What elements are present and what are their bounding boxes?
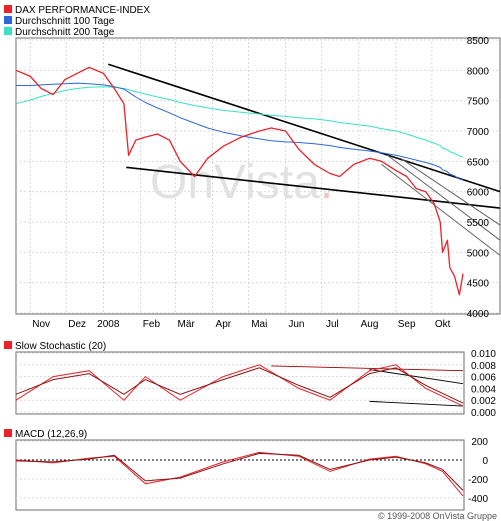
stochastic-trendline (369, 400, 464, 407)
stochastic-y-tick-label: 0.002 (471, 396, 496, 407)
main-x-tick-label: Mär (178, 319, 196, 330)
macd-grid (16, 440, 464, 499)
legend-label-dax: DAX PERFORMANCE-INDEX (15, 5, 150, 16)
copyright-footer: © 1999-2008 OnVista Gruppe (378, 511, 497, 521)
stochastic-y-tick-label: 0.008 (471, 361, 496, 372)
main-y-tick-label: 8000 (467, 66, 490, 77)
trendline (108, 63, 501, 193)
main-x-tick-label: Nov (32, 319, 50, 330)
main-x-tick-label: Aug (361, 319, 379, 330)
main-y-tick-label: 8500 (467, 36, 490, 47)
stochastic-trendline (369, 369, 464, 385)
main-x-tick-label: Sep (398, 319, 416, 330)
macd-y-tick-label: -400 (468, 494, 488, 505)
stochastic-d-line (15, 367, 464, 404)
main-y-tick-label: 5500 (467, 218, 490, 229)
main-y-tick-label: 7500 (467, 97, 490, 108)
main-x-tick-label: Okt (435, 319, 451, 330)
main-y-tick-label: 4500 (467, 279, 490, 290)
legend-label-ma100: Durchschnitt 100 Tage (15, 16, 115, 27)
stochastic-plot-frame (15, 351, 465, 415)
macd-title: MACD (12,26,9) (15, 429, 87, 440)
onvista-watermark: OnVista. (150, 156, 333, 209)
main-x-tick-label: Feb (143, 319, 161, 330)
trendline (381, 163, 501, 256)
stochastic-k-line (15, 364, 464, 407)
stochastic-panel: Slow Stochastic (20) 0.0000.0020.0040.00… (4, 341, 496, 419)
macd-y-tick-label: 200 (471, 437, 488, 448)
main-y-tick-label: 7000 (467, 127, 490, 138)
main-x-tick-label: Apr (216, 319, 232, 330)
main-x-tick-label: Jun (288, 319, 304, 330)
main-x-tick-label: Dez (68, 319, 86, 330)
main-y-axis: 4000 4500 5000 5500 6000 6500 7000 7500 8000 8500 (467, 36, 490, 320)
macd-y-axis: -400 -200 0 200 (468, 437, 488, 505)
trendline (400, 157, 501, 226)
legend-item-ma200: Durchschnitt 200 Tage (4, 27, 115, 38)
main-y-tick-label: 6000 (467, 188, 490, 199)
main-price-panel: OnVista. 4000 4500 5000 5500 6000 6500 7000 750… (15, 36, 501, 330)
trendline (387, 154, 501, 241)
stochastic-grid (16, 352, 464, 413)
main-y-tick-label: 5000 (467, 248, 490, 259)
trendline (126, 166, 501, 209)
main-x-tick-label: Jul (326, 319, 339, 330)
macd-plot-frame (15, 439, 465, 511)
macd-y-tick-label: 0 (482, 456, 488, 467)
ma200-line (15, 86, 464, 158)
main-x-tick-label: Mai (251, 319, 267, 330)
stochastic-y-tick-label: 0.000 (471, 408, 496, 419)
macd-panel: MACD (12,26,9) -400 -200 0 200 (4, 429, 488, 511)
macd-signal-line (15, 452, 464, 491)
legend-swatch-ma100 (4, 16, 12, 24)
stochastic-y-tick-label: 0.004 (471, 384, 496, 395)
macd-series (15, 451, 464, 497)
stochastic-trendlines (271, 365, 464, 407)
legend-swatch-dax (4, 5, 12, 13)
main-y-tick-label: 6500 (467, 157, 490, 168)
main-legend: DAX PERFORMANCE-INDEX Durchschnitt 100 T… (4, 5, 150, 38)
stochastic-title-swatch (4, 341, 12, 349)
stochastic-y-tick-label: 0.006 (471, 373, 496, 384)
legend-label-ma200: Durchschnitt 200 Tage (15, 27, 115, 38)
main-x-axis: Nov Dez 2008 Feb Mär Apr Mai Jun Jul Aug Sep Okt (32, 319, 450, 330)
legend-swatch-ma200 (4, 27, 12, 35)
main-y-tick-label: 4000 (467, 309, 490, 320)
legend-item-dax: DAX PERFORMANCE-INDEX (4, 5, 150, 16)
stochastic-series (15, 364, 464, 407)
stochastic-trendline (271, 365, 464, 372)
main-series (15, 66, 464, 296)
main-grid (16, 38, 500, 314)
legend-item-ma100: Durchschnitt 100 Tage (4, 16, 115, 27)
trendlines (108, 63, 501, 256)
dax-price-line (15, 66, 464, 296)
main-x-tick-label: 2008 (97, 319, 120, 330)
stochastic-title: Slow Stochastic (20) (15, 341, 106, 352)
macd-title-swatch (4, 429, 12, 437)
stochastic-y-tick-label: 0.010 (471, 349, 496, 360)
ma100-line (16, 82, 464, 181)
macd-y-tick-label: -200 (468, 475, 488, 486)
